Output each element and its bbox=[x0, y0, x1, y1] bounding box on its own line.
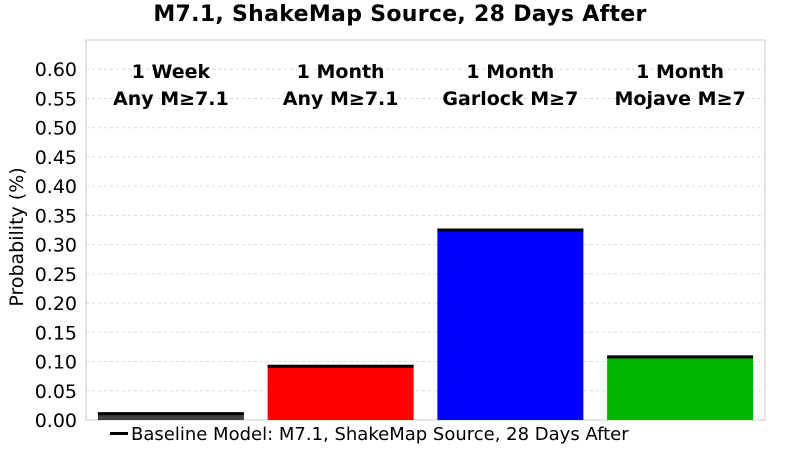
y-tick-labels: 0.00 0.05 0.10 0.15 0.20 0.25 0.30 0.35 0.40 0.45… bbox=[35, 59, 77, 432]
category-label-line1: 1 Month bbox=[636, 61, 724, 83]
y-tick-label: 0.40 bbox=[35, 176, 77, 198]
bar bbox=[97, 413, 244, 420]
y-axis-label: Probability (%) bbox=[6, 167, 28, 306]
y-tick-label: 0.50 bbox=[35, 118, 77, 140]
category-label-line1: 1 Week bbox=[132, 61, 211, 83]
baseline-markers bbox=[97, 228, 754, 416]
category-label-line2: Garlock M≥7 bbox=[442, 88, 578, 110]
bar bbox=[267, 366, 414, 420]
y-tick-label: 0.35 bbox=[35, 205, 77, 227]
y-tick-label: 0.30 bbox=[35, 235, 77, 257]
category-label-line1: 1 Month bbox=[297, 61, 385, 83]
bar bbox=[607, 356, 754, 420]
baseline-legend-swatch bbox=[110, 431, 128, 435]
category-labels: 1 Week Any M≥7.1 1 Month Any M≥7.1 1 Month Ga… bbox=[113, 61, 746, 110]
bars bbox=[97, 230, 754, 420]
chart-title: M7.1, ShakeMap Source, 28 Days After bbox=[153, 2, 647, 27]
category-label-line2: Mojave M≥7 bbox=[615, 88, 746, 110]
y-tick-label: 0.15 bbox=[35, 322, 77, 344]
y-tick-label: 0.25 bbox=[35, 264, 77, 286]
y-tick-label: 0.00 bbox=[35, 410, 77, 432]
y-tick-label: 0.45 bbox=[35, 147, 77, 169]
y-tick-label: 0.55 bbox=[35, 88, 77, 110]
bar bbox=[437, 230, 584, 420]
category-label-line1: 1 Month bbox=[466, 61, 554, 83]
category-label-line2: Any M≥7.1 bbox=[283, 88, 399, 110]
y-tick-label: 0.20 bbox=[35, 293, 77, 315]
legend: Baseline Model: M7.1, ShakeMap Source, 2… bbox=[110, 424, 629, 445]
category-label-line2: Any M≥7.1 bbox=[113, 88, 229, 110]
y-tick-label: 0.05 bbox=[35, 381, 77, 403]
legend-label: Baseline Model: M7.1, ShakeMap Source, 2… bbox=[131, 424, 629, 445]
y-tick-label: 0.60 bbox=[35, 59, 77, 81]
y-tick-label: 0.10 bbox=[35, 352, 77, 374]
